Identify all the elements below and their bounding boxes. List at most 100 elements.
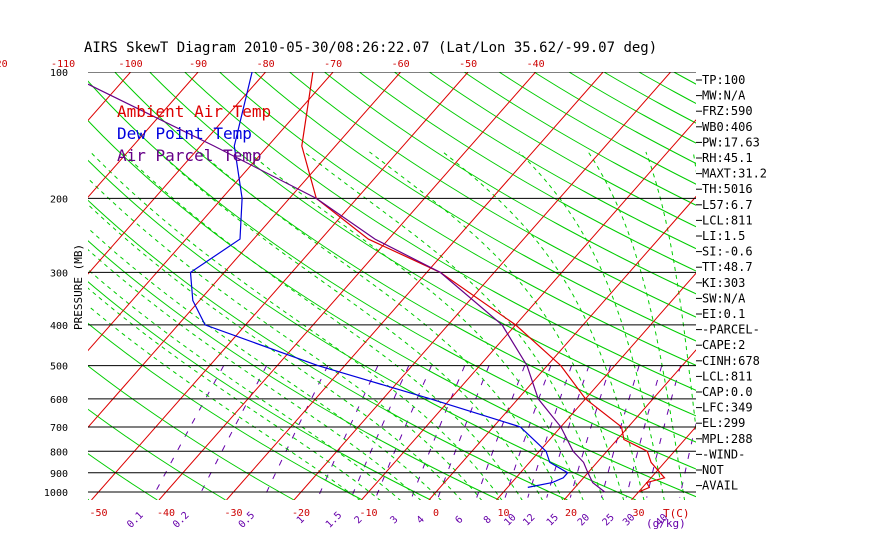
dry-adiabat-line (0, 72, 21, 500)
bottom-temp-tick: -20 (292, 508, 310, 519)
isotherm-line (88, 72, 334, 352)
pressure-tick-label: 700 (50, 423, 68, 434)
dry-adiabat-lines (0, 72, 696, 500)
sidebar-stat: SI:-0.6 (702, 245, 753, 259)
top-temp-tick: -50 (459, 59, 477, 70)
chart-title: AIRS SkewT Diagram 2010-05-30/08:26:22.0… (84, 40, 657, 56)
isotherm-line (91, 72, 469, 500)
top-temp-tick: -90 (189, 59, 207, 70)
dry-adiabat-line (394, 72, 696, 250)
dry-adiabat-line (114, 72, 696, 443)
sidebar-stat: WB0:406 (702, 120, 753, 134)
pressure-tick-labels: 100 200 300 400 500 600 700 800 900 1000 (44, 68, 68, 499)
moist-adiabat-line (587, 151, 686, 500)
isotherm-line (293, 72, 671, 500)
mixing-ratio-label: 12 (521, 512, 537, 528)
top-temp-tick: -110 (51, 59, 75, 70)
sidebar-stat: MW:N/A (702, 89, 746, 103)
dry-adiabat-line (88, 199, 568, 500)
mixing-ratio-line (151, 365, 225, 498)
mixing-ratio-label: 1.5 (324, 510, 345, 531)
bottom-temp-tick: -30 (224, 508, 242, 519)
mixing-ratio-line (625, 365, 663, 498)
dry-adiabat-line (88, 408, 226, 500)
moist-adiabat-line (88, 177, 483, 500)
mixing-ratio-line (437, 365, 490, 498)
top-temp-tick: -120 (0, 59, 8, 70)
top-temp-tick: -40 (527, 59, 545, 70)
sidebar-stat: KI:303 (702, 276, 745, 290)
dry-adiabat-line (88, 281, 431, 500)
legend-dew-point-temp: Dew Point Temp (117, 124, 252, 143)
legend-air-parcel-temp: Air Parcel Temp (117, 146, 262, 165)
mixing-ratio-label: 0.1 (125, 510, 146, 531)
mixing-ratio-line (263, 365, 329, 498)
sidebar-stat: L57:6.7 (702, 198, 753, 212)
bottom-temp-tick: -40 (157, 508, 175, 519)
x-axis-label: T(C) (663, 507, 690, 520)
isotherm-line (226, 72, 604, 500)
isotherm-line (767, 72, 870, 500)
dry-adiabat-line (533, 72, 696, 165)
dry-adiabat-line (289, 72, 696, 318)
mixing-ratio-label: 3 (388, 514, 400, 526)
dry-adiabat-line (359, 72, 696, 272)
legend-ambient-air-temp: Ambient Air Temp (117, 102, 271, 121)
moist-adiabat-line (88, 287, 381, 500)
bottom-temp-tick-labels: -50 -40 -30 -20 -10 0 10 20 30 (89, 508, 644, 519)
pressure-tick-label: 100 (50, 68, 68, 79)
dry-adiabat-line (88, 159, 636, 500)
sidebar-stat: AVAIL (702, 479, 738, 493)
sidebar-stat: CINH:678 (702, 354, 760, 368)
sidebar-stat: PW:17.63 (702, 135, 760, 149)
sidebar-stat: RH:45.1 (702, 151, 753, 165)
series-line-0 (301, 72, 666, 493)
isotherm-line (428, 195, 696, 500)
sidebar-stat: SW:N/A (702, 291, 746, 305)
dry-adiabat-line (463, 72, 696, 206)
isotherm-line (158, 72, 536, 500)
mixing-ratio-label: 8 (482, 514, 494, 526)
top-temp-tick: -100 (119, 59, 143, 70)
dry-adiabat-line (88, 365, 295, 500)
mixing-ratio-line (600, 365, 640, 498)
pressure-tick-label: 600 (50, 395, 68, 406)
sidebar-stat: LCL:811 (702, 213, 753, 227)
dry-adiabat-line (88, 80, 696, 470)
sidebar-stat: -WIND- (702, 447, 745, 461)
mixing-ratio-label: 25 (601, 512, 617, 528)
dry-adiabat-line (324, 72, 696, 295)
isotherm-line (88, 72, 401, 429)
dry-adiabat-line (88, 119, 696, 498)
sidebar-stat: NOT (702, 463, 724, 477)
top-temp-tick: -80 (257, 59, 275, 70)
dry-adiabat-line (254, 72, 696, 342)
pressure-tick-label: 1000 (44, 488, 68, 499)
isotherm-line (496, 272, 696, 500)
sidebar-stat: CAPE:2 (702, 338, 745, 352)
mixing-ratio-label: 20 (576, 512, 592, 528)
dry-adiabat-line (88, 322, 363, 500)
mixing-ratio-label: 15 (545, 512, 561, 528)
sidebar-stat: EL:299 (702, 416, 745, 430)
sidebar-stat: FRZ:590 (702, 104, 753, 118)
sidebar-stat: CAP:0.0 (702, 385, 753, 399)
dry-adiabat-line (184, 72, 696, 391)
mixing-ratio-label: 4 (415, 514, 427, 526)
sidebar-stat: TT:48.7 (702, 260, 753, 274)
mixing-ratio-lines (151, 365, 696, 498)
moist-adiabat-line (90, 151, 503, 500)
isobar-lines (88, 72, 696, 493)
legend: Ambient Air Temp Dew Point Temp Air Parc… (117, 102, 271, 165)
dry-adiabat-line (219, 72, 696, 366)
moist-adiabat-line (199, 151, 564, 500)
pressure-tick-label: 800 (50, 447, 68, 458)
sidebar-stat: MAXT:31.2 (702, 167, 767, 181)
mixing-ratio-label: 6 (453, 514, 465, 526)
moist-adiabat-line (88, 304, 361, 500)
sidebar-stat: MPL:288 (702, 432, 753, 446)
pressure-tick-label: 900 (50, 469, 68, 480)
series-line-1 (189, 72, 569, 488)
pressure-tick-label: 400 (50, 321, 68, 332)
